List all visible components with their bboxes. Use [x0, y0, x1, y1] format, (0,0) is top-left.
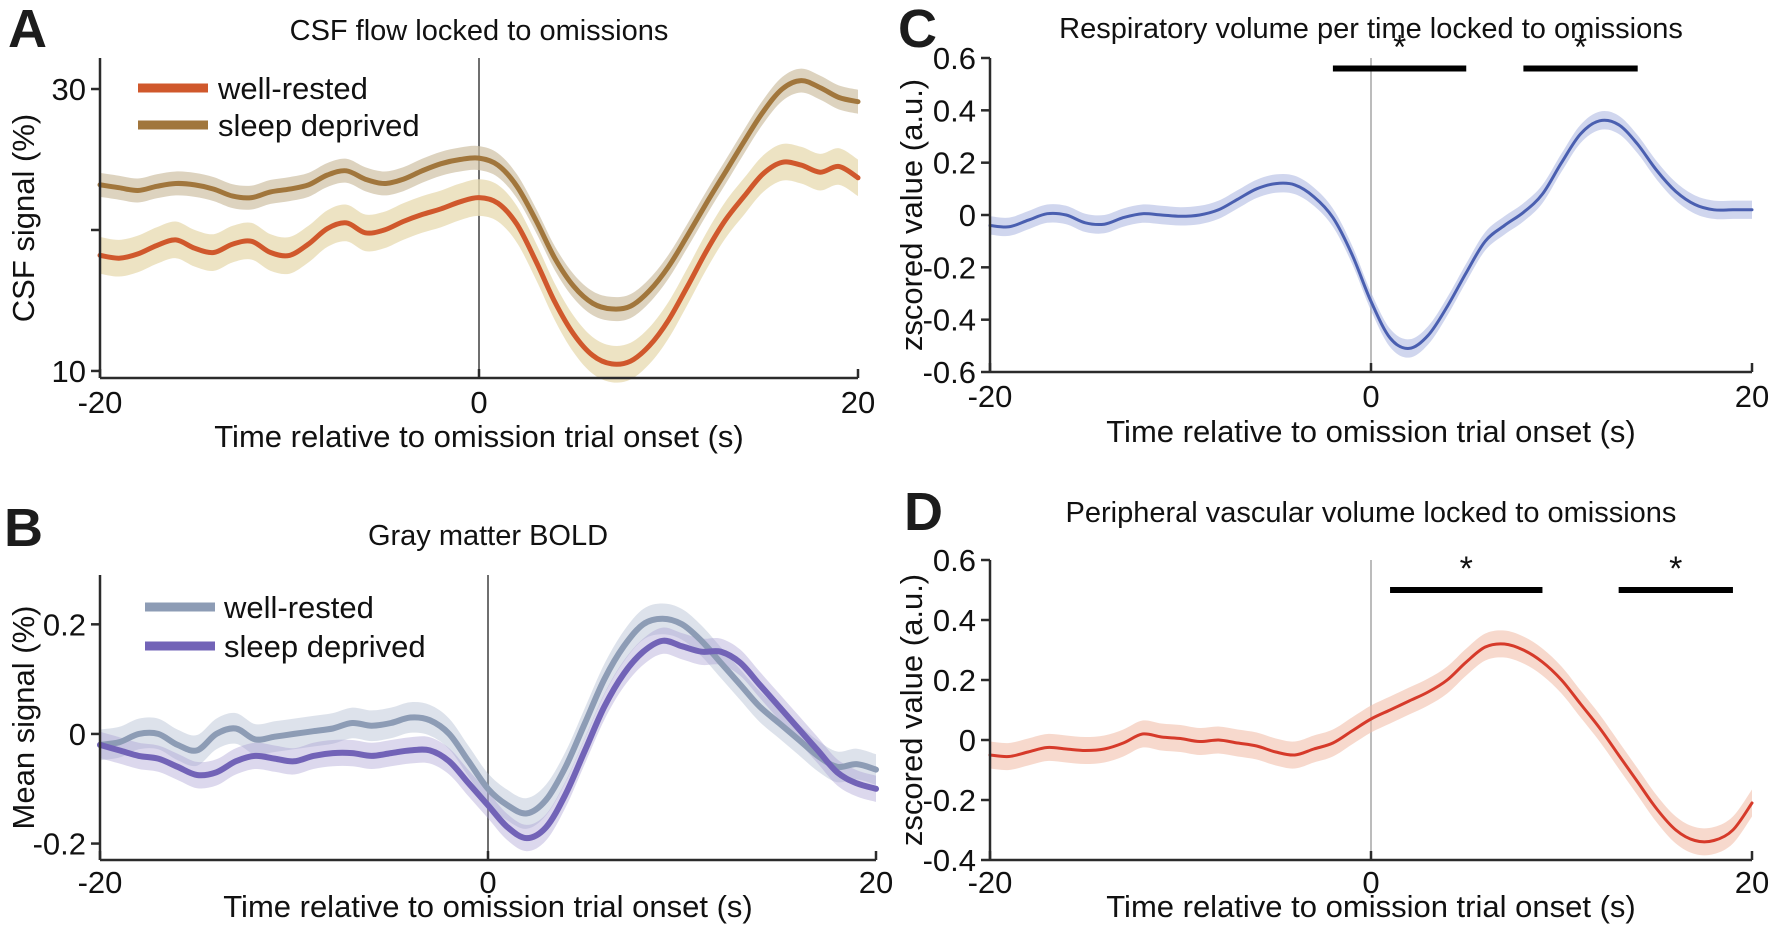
x-tick-label: 20 — [859, 865, 893, 900]
y-tick-label: 0.2 — [933, 663, 976, 698]
x-tick-label: -20 — [968, 865, 1013, 900]
x-axis-label: Time relative to omission trial onset (s… — [214, 419, 743, 454]
band-peripheral vascular volume — [990, 630, 1752, 856]
significance-asterisk: * — [1574, 28, 1587, 66]
panel-letter-a: A — [8, 0, 47, 59]
x-tick-label: 0 — [1362, 865, 1379, 900]
legend-label-well-rested: well-rested — [217, 71, 368, 106]
x-tick-label: 20 — [1735, 379, 1769, 414]
panel-letter-c: C — [898, 0, 937, 59]
x-axis-label: Time relative to omission trial onset (s… — [223, 889, 752, 924]
line-sleep deprived — [97, 78, 861, 312]
chart-title: Respiratory volume per time locked to om… — [1059, 13, 1683, 45]
panel-a-csf-flow: A 10 30 -20 0 20 CSF flow locked to omissions… — [0, 0, 886, 465]
legend: well-rested sleep deprived — [145, 590, 426, 664]
y-tick-label: 0 — [959, 723, 976, 758]
chart-title: CSF flow locked to omissions — [290, 15, 669, 47]
y-axis-label: zscored value (a.u.) — [894, 574, 929, 846]
y-tick-label: -0.2 — [923, 250, 976, 285]
chart-csf-flow: 10 30 -20 0 20 CSF flow locked to omissions Ti… — [6, 15, 875, 454]
y-tick-label: -0.4 — [923, 303, 976, 338]
y-axis-label: zscored value (a.u.) — [894, 79, 929, 351]
x-tick-label: 20 — [841, 385, 875, 420]
panel-c-respiratory-volume: C -0.6 -0.4 -0.2 0 0.2 0.4 0.6 -20 0 20 Respirator… — [886, 0, 1772, 465]
x-tick-label: -20 — [968, 379, 1013, 414]
y-tick-label: 0 — [69, 717, 86, 752]
y-tick-label: 0 — [959, 198, 976, 233]
axes: 10 30 -20 0 20 — [52, 58, 875, 420]
y-tick-label: 0.2 — [933, 146, 976, 181]
series-lines — [988, 118, 1754, 350]
confidence-bands — [990, 630, 1752, 856]
chart-gray-matter-bold: -0.2 0 0.2 -20 0 20 Gray matter BOLD Time relat… — [6, 520, 893, 924]
panel-letter-d: D — [904, 482, 943, 542]
band-well-rested — [100, 603, 876, 829]
legend-label-well-rested: well-rested — [223, 590, 374, 625]
x-axis-label: Time relative to omission trial onset (s… — [1106, 889, 1635, 924]
significance-asterisk: * — [1393, 28, 1406, 66]
x-tick-label: 0 — [470, 385, 487, 420]
panel-b-gray-matter-bold: B -0.2 0 0.2 -20 0 20 Gray matter BOLD Time rel… — [0, 465, 893, 931]
y-axis-label: CSF signal (%) — [6, 114, 41, 322]
panel-letter-b: B — [4, 498, 43, 558]
y-tick-label: 0.6 — [933, 543, 976, 578]
x-tick-label: 0 — [1362, 379, 1379, 414]
band-sleep deprived — [100, 68, 858, 322]
y-tick-label: 0.4 — [933, 603, 976, 638]
series-lines — [988, 642, 1754, 844]
x-axis-label: Time relative to omission trial onset (s… — [1106, 414, 1635, 449]
y-tick-label: 0.6 — [933, 41, 976, 76]
significance-asterisk: * — [1460, 550, 1473, 588]
chart-title: Peripheral vascular volume locked to omi… — [1066, 497, 1677, 529]
y-tick-label: 0.4 — [933, 93, 976, 128]
y-axis-label: Mean signal (%) — [6, 606, 41, 830]
y-tick-label: -0.4 — [923, 843, 976, 878]
series-lines — [97, 615, 879, 842]
line-well-rested — [97, 159, 861, 367]
axes: -0.4 -0.2 0 0.2 0.4 0.6 -20 0 20 — [923, 543, 1770, 900]
y-tick-label: -0.2 — [923, 783, 976, 818]
band-respiratory volume per time — [990, 111, 1752, 358]
legend-label-sleep deprived: sleep deprived — [218, 108, 420, 143]
significance-asterisk: * — [1669, 550, 1682, 588]
line-sleep deprived — [97, 637, 879, 842]
chart-peripheral-vascular: -0.4 -0.2 0 0.2 0.4 0.6 -20 0 20 Peripheral vascu… — [894, 497, 1770, 924]
legend-label-sleep deprived: sleep deprived — [224, 629, 426, 664]
y-tick-label: 0.2 — [43, 607, 86, 642]
x-tick-label: 20 — [1735, 865, 1769, 900]
line-well-rested — [97, 615, 879, 817]
panel-d-peripheral-vascular: D -0.4 -0.2 0 0.2 0.4 0.6 -20 0 20 Peripheral vas… — [886, 465, 1772, 931]
y-tick-label: -0.6 — [923, 355, 976, 390]
x-tick-label: -20 — [78, 865, 123, 900]
x-tick-label: 0 — [479, 865, 496, 900]
chart-respiratory-volume: -0.6 -0.4 -0.2 0 0.2 0.4 0.6 -20 0 20 Respiratory … — [894, 13, 1770, 449]
chart-title: Gray matter BOLD — [368, 520, 608, 552]
y-tick-label: 30 — [52, 72, 86, 107]
axes: -0.2 0 0.2 -20 0 20 — [33, 575, 893, 900]
y-tick-label: 10 — [52, 354, 86, 389]
y-tick-label: -0.2 — [33, 827, 86, 862]
x-tick-label: -20 — [78, 385, 123, 420]
confidence-bands — [990, 111, 1752, 358]
line-peripheral vascular volume — [988, 642, 1754, 844]
axes: -0.6 -0.4 -0.2 0 0.2 0.4 0.6 -20 0 20 — [923, 41, 1770, 414]
series-lines — [97, 78, 861, 367]
line-respiratory volume per time — [988, 118, 1754, 350]
